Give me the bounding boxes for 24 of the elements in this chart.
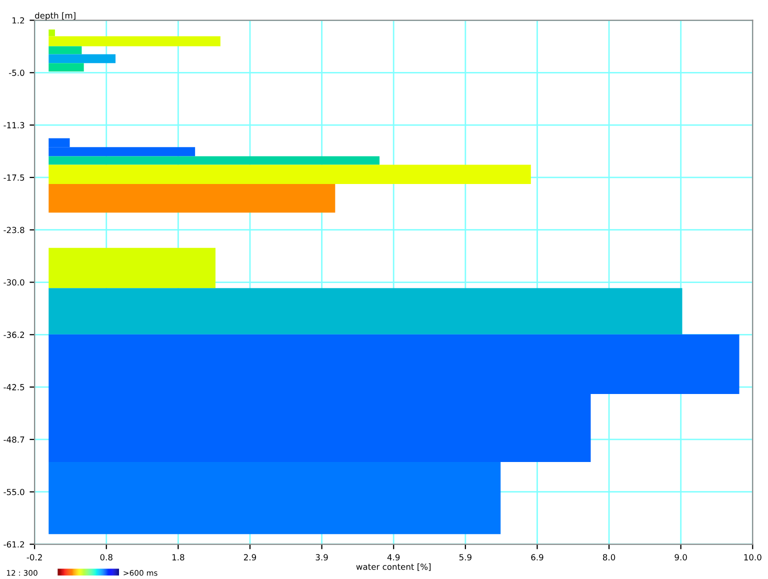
x-tick-label: 2.9 <box>244 554 256 560</box>
y-tick-label: -5.0 <box>8 70 24 76</box>
y-tick-label: -42.5 <box>4 384 24 390</box>
x-axis-title: water content [%] <box>356 563 431 571</box>
y-tick-label: -61.2 <box>4 541 24 548</box>
y-tick-label: -48.7 <box>4 436 24 443</box>
x-tick-label: 3.9 <box>316 554 328 560</box>
x-tick-label: 4.9 <box>387 554 400 560</box>
y-tick-label: 1.2 <box>12 17 24 24</box>
y-tick-label: -30.0 <box>4 279 24 286</box>
y-tick-label: -36.2 <box>4 332 24 338</box>
y-tick-label: -55.0 <box>4 488 24 496</box>
y-tick-label: -11.3 <box>4 122 24 128</box>
x-tick-label: 0.8 <box>100 554 112 560</box>
x-tick-label: 5.9 <box>459 554 472 560</box>
y-axis-title: depth [m] <box>35 12 76 20</box>
x-tick-label: 6.9 <box>531 554 544 560</box>
y-tick-label: -23.8 <box>4 226 24 234</box>
x-tick-label: 8.0 <box>602 554 616 560</box>
x-tick-label: -0.2 <box>26 554 42 560</box>
x-tick-label: 9.0 <box>674 554 687 560</box>
x-tick-label: 10.0 <box>744 554 762 560</box>
x-tick-label: 1.8 <box>172 554 184 560</box>
y-tick-label: -17.5 <box>4 174 24 181</box>
